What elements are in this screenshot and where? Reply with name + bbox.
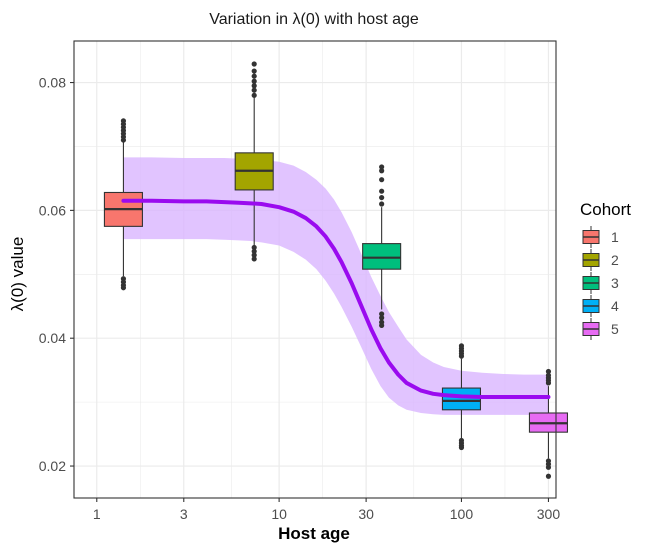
y-tick-label: 0.02 [39, 458, 66, 474]
outlier-point [251, 68, 257, 74]
outlier-point [120, 118, 127, 124]
x-axis-title: Host age [278, 524, 350, 543]
chart-title: Variation in λ(0) with host age [209, 11, 419, 28]
fit-line-layer [121, 198, 551, 400]
x-tick-label: 30 [358, 506, 374, 522]
legend-label: 4 [611, 298, 619, 314]
outlier-point [379, 311, 385, 317]
outlier-point [379, 164, 385, 170]
legend-entry-4: 4 [582, 295, 619, 317]
outlier-point [379, 168, 385, 174]
outlier-point [251, 87, 257, 93]
outlier-point [251, 244, 257, 251]
outlier-point [120, 285, 127, 291]
panel-border [73, 40, 557, 499]
fit-line [121, 198, 551, 400]
outlier-point [251, 92, 257, 98]
legend: Cohort 1 2 3 4 5 [580, 200, 631, 340]
confidence-ribbon [123, 157, 549, 415]
outlier-point [379, 188, 385, 194]
outlier-point [458, 343, 465, 349]
legend-label: 2 [611, 252, 619, 268]
legend-entry-2: 2 [582, 249, 619, 271]
outlier-point [545, 473, 552, 479]
legend-title: Cohort [580, 200, 631, 219]
x-tick-label: 3 [180, 506, 188, 522]
x-tick-label: 10 [271, 506, 287, 522]
outlier-point [545, 368, 552, 375]
outlier-point [458, 444, 465, 451]
y-tick-label: 0.06 [39, 202, 66, 218]
outlier-point [379, 315, 385, 321]
outlier-point [379, 322, 385, 329]
legend-entry-1: 1 [582, 226, 619, 248]
outlier-point [545, 464, 552, 470]
box-iqr [441, 387, 482, 411]
legend-label: 5 [611, 321, 619, 337]
outlier-point [251, 83, 257, 89]
panel-background [74, 41, 556, 498]
box-layer [103, 61, 569, 479]
outlier-point [379, 201, 385, 207]
outlier-point [379, 194, 385, 201]
outlier-point [545, 372, 552, 378]
confidence-ribbon-layer [123, 157, 549, 415]
box-cohort-3 [362, 164, 402, 329]
plot-panel [74, 41, 556, 498]
x-tick-label: 100 [450, 506, 474, 522]
legend-entry-5: 5 [582, 318, 619, 340]
x-tick-label: 1 [93, 506, 101, 522]
outlier-point [251, 252, 257, 258]
axes: 1 3 10 30 100 300 0.02 0.04 0.06 0.08 [39, 40, 561, 522]
legend-label: 1 [611, 229, 619, 245]
outlier-point [251, 73, 257, 79]
legend-entry-3: 3 [582, 272, 619, 294]
y-axis-title: λ(0) value [8, 237, 27, 312]
box-cohort-2 [234, 61, 274, 262]
box-cohort-5 [528, 368, 569, 479]
box-cohort-1 [103, 118, 143, 291]
outlier-point [251, 248, 257, 254]
x-tick-label: 300 [537, 506, 561, 522]
outlier-point [251, 256, 257, 262]
outlier-point [251, 78, 257, 84]
outlier-point [251, 61, 257, 67]
y-tick-label: 0.04 [39, 330, 66, 346]
box-iqr [362, 243, 402, 270]
outlier-point [379, 177, 385, 183]
y-tick-label: 0.08 [39, 75, 66, 91]
legend-label: 3 [611, 275, 619, 291]
